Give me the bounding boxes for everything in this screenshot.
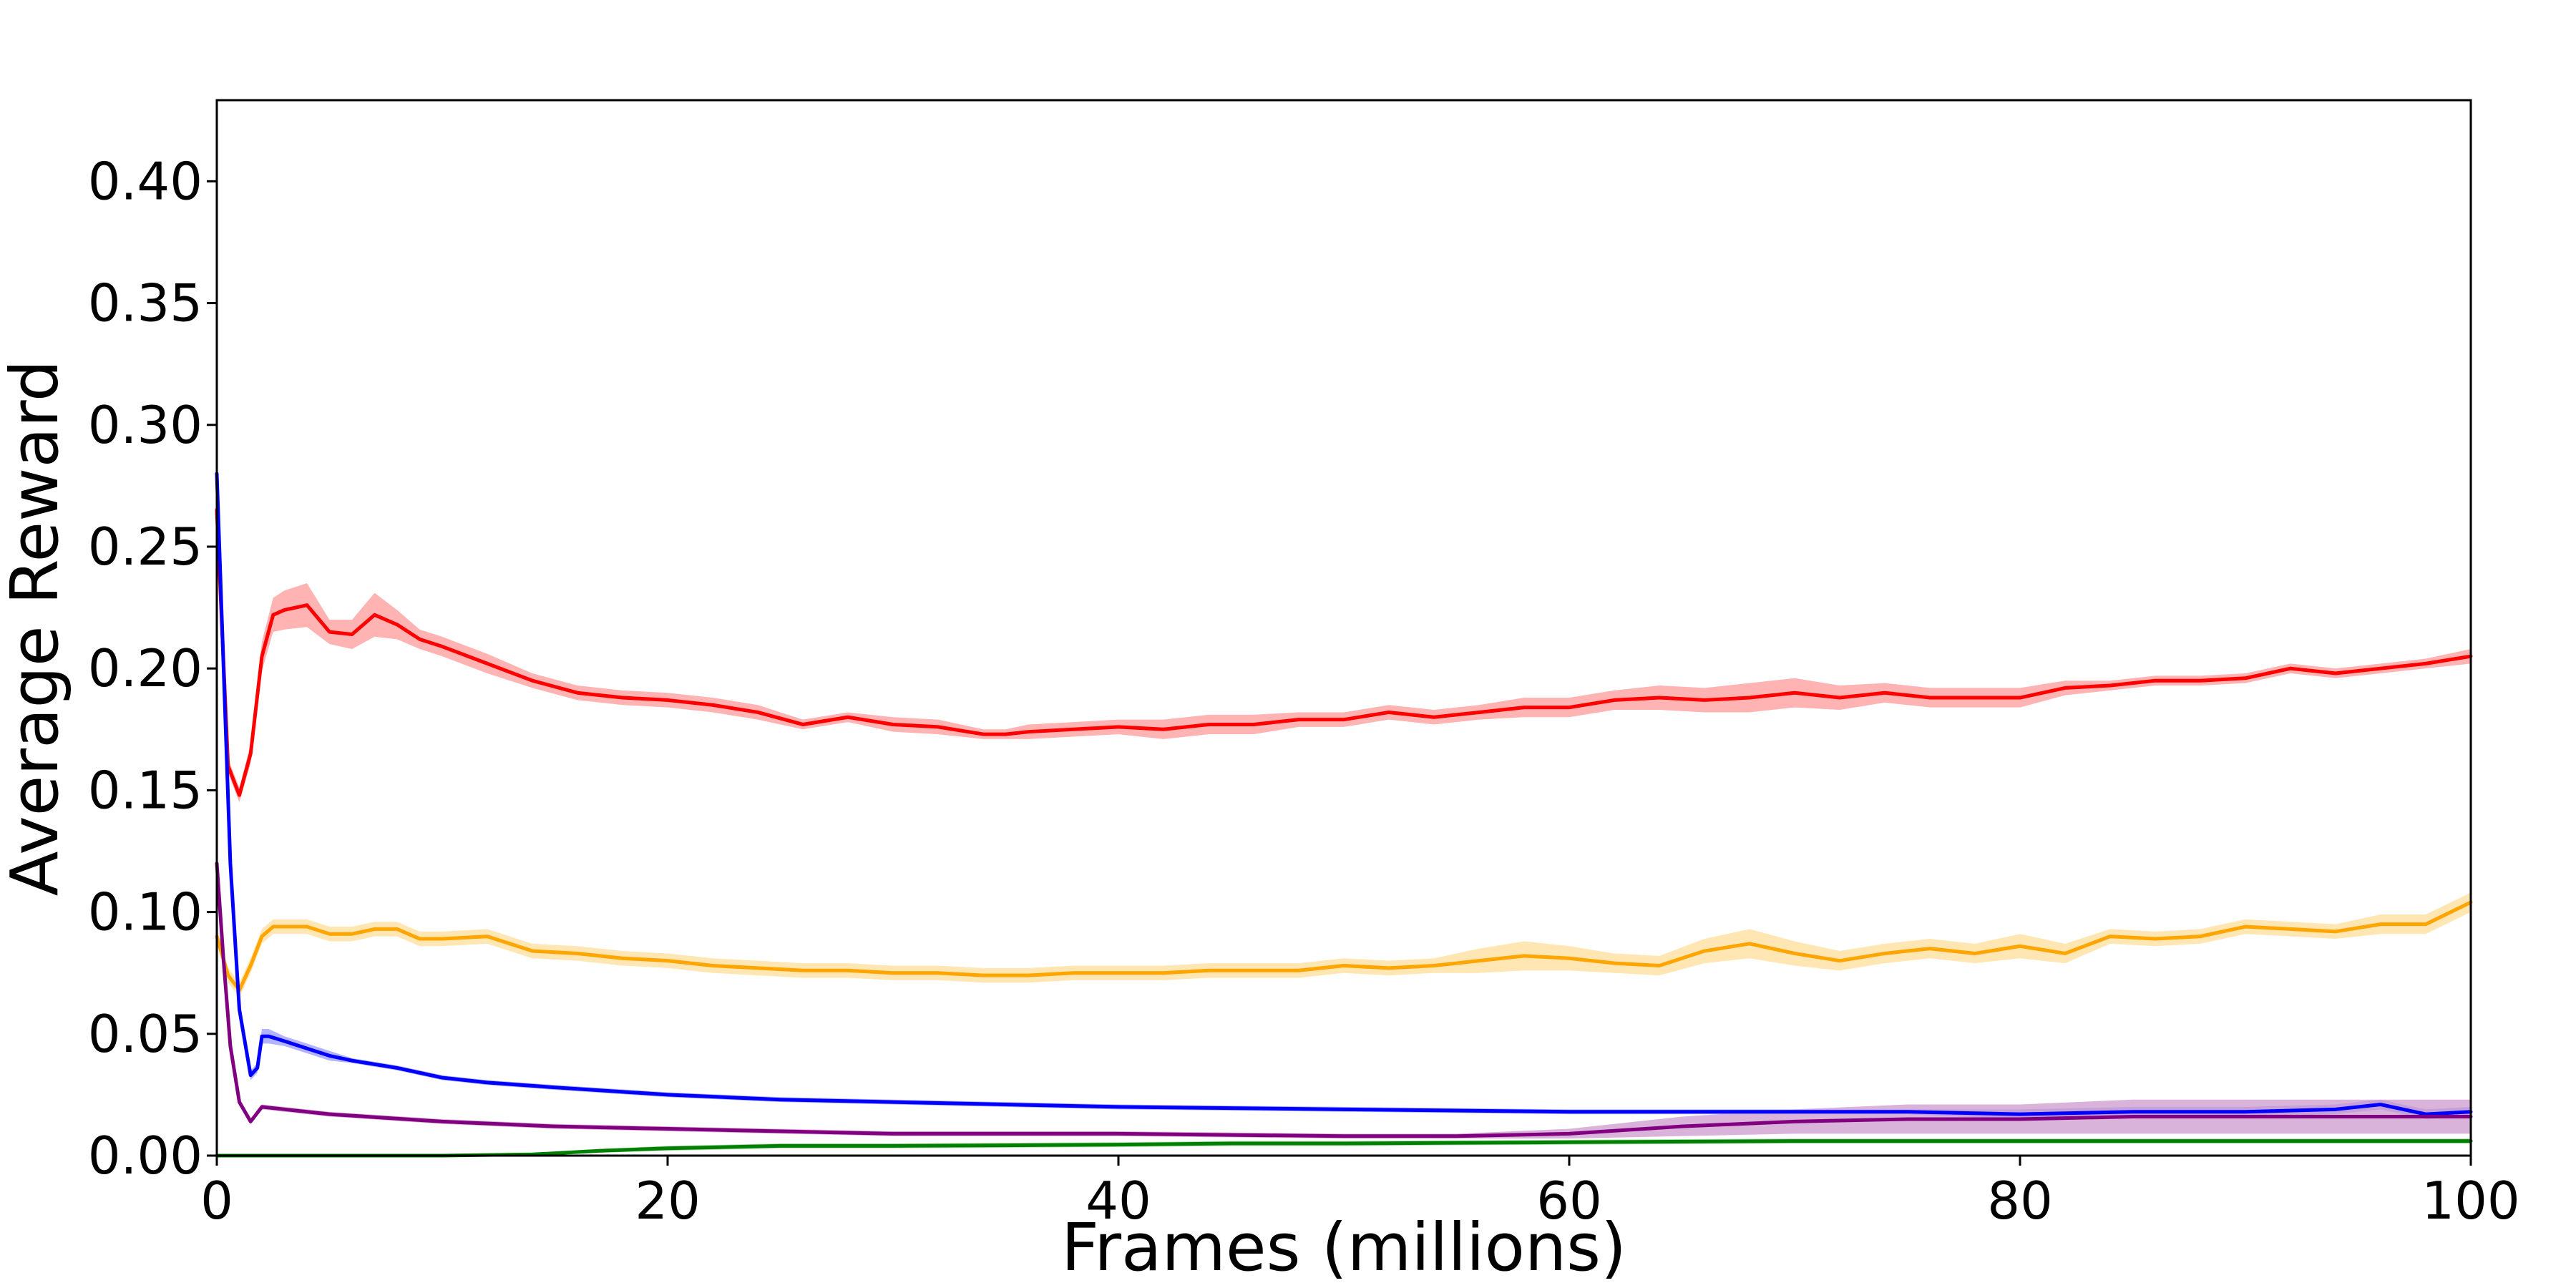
series-3-line [215, 472, 2473, 1116]
x-tick-label: 100 [2421, 1171, 2519, 1231]
series-2-band [217, 892, 2471, 997]
y-axis: 0.00 0.05 0.10 0.15 0.20 0.25 0.30 0.35 0.40 [88, 151, 217, 1186]
series-5-line [215, 1139, 2473, 1158]
y-tick-label: 0.10 [88, 882, 203, 942]
series-1-line [215, 508, 2473, 797]
y-tick-label: 0.20 [88, 638, 203, 698]
x-tick-label: 0 [200, 1171, 233, 1231]
x-tick-label: 20 [635, 1171, 701, 1231]
series-3-band [217, 471, 2471, 1119]
x-tick-label: 40 [1085, 1171, 1151, 1231]
plot-area-frame [215, 99, 2472, 1157]
y-tick-label: 0.00 [88, 1126, 203, 1186]
x-axis-label: Frames (millions) [1061, 1209, 1626, 1286]
confidence-bands [217, 471, 2471, 1156]
y-tick-label: 0.40 [88, 151, 203, 211]
x-axis: 0 20 40 60 80 100 [200, 1156, 2520, 1231]
series-4-line [215, 862, 2473, 1138]
x-tick-label: 60 [1536, 1171, 1602, 1231]
y-tick-label: 0.30 [88, 395, 203, 455]
y-tick-label: 0.35 [88, 273, 203, 333]
series-5-band [217, 1138, 2471, 1156]
series-lines [215, 472, 2473, 1158]
y-axis-label: Average Reward [0, 360, 73, 897]
y-tick-label: 0.15 [88, 760, 203, 820]
series-4-band [217, 861, 2471, 1139]
series-2-line [215, 900, 2473, 992]
y-tick-label: 0.25 [88, 517, 203, 577]
series-1-band [217, 505, 2471, 803]
x-tick-label: 80 [1987, 1171, 2053, 1231]
y-tick-label: 0.05 [88, 1004, 203, 1064]
